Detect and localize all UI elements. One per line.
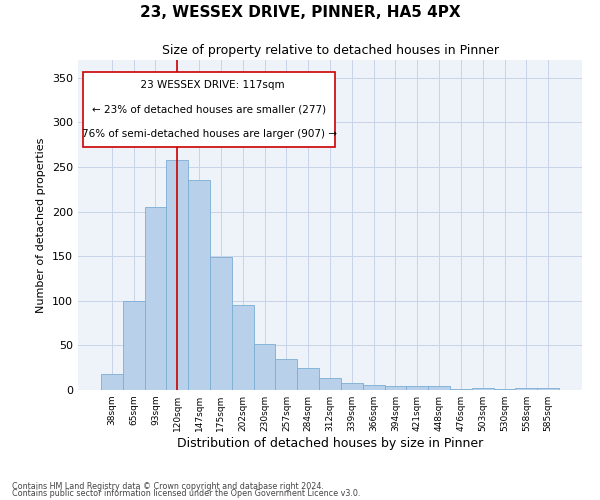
Bar: [406, 386, 428, 390]
Bar: [319, 378, 341, 390]
Bar: [363, 384, 385, 390]
Text: 23 WESSEX DRIVE: 117sqm: 23 WESSEX DRIVE: 117sqm: [134, 80, 284, 90]
Text: ← 23% of detached houses are smaller (277): ← 23% of detached houses are smaller (27…: [92, 104, 326, 115]
Bar: [232, 306, 254, 390]
Bar: [275, 359, 297, 390]
Bar: [537, 388, 559, 390]
Text: 76% of semi-detached houses are larger (907) →: 76% of semi-detached houses are larger (…: [82, 129, 337, 139]
Title: Size of property relative to detached houses in Pinner: Size of property relative to detached ho…: [161, 44, 499, 58]
Bar: [188, 180, 210, 390]
Bar: [494, 389, 515, 390]
Text: Contains HM Land Registry data © Crown copyright and database right 2024.: Contains HM Land Registry data © Crown c…: [12, 482, 324, 491]
Bar: [123, 301, 145, 390]
FancyBboxPatch shape: [83, 72, 335, 148]
Bar: [450, 389, 472, 390]
Bar: [297, 368, 319, 390]
Text: Contains public sector information licensed under the Open Government Licence v3: Contains public sector information licen…: [12, 490, 361, 498]
Text: 23, WESSEX DRIVE, PINNER, HA5 4PX: 23, WESSEX DRIVE, PINNER, HA5 4PX: [140, 5, 460, 20]
Bar: [385, 386, 406, 390]
Bar: [145, 207, 166, 390]
Y-axis label: Number of detached properties: Number of detached properties: [37, 138, 46, 312]
Bar: [428, 386, 450, 390]
Bar: [341, 383, 363, 390]
Bar: [101, 374, 123, 390]
Bar: [210, 257, 232, 390]
Bar: [166, 160, 188, 390]
Bar: [515, 388, 537, 390]
Bar: [472, 388, 494, 390]
X-axis label: Distribution of detached houses by size in Pinner: Distribution of detached houses by size …: [177, 437, 483, 450]
Bar: [254, 344, 275, 390]
